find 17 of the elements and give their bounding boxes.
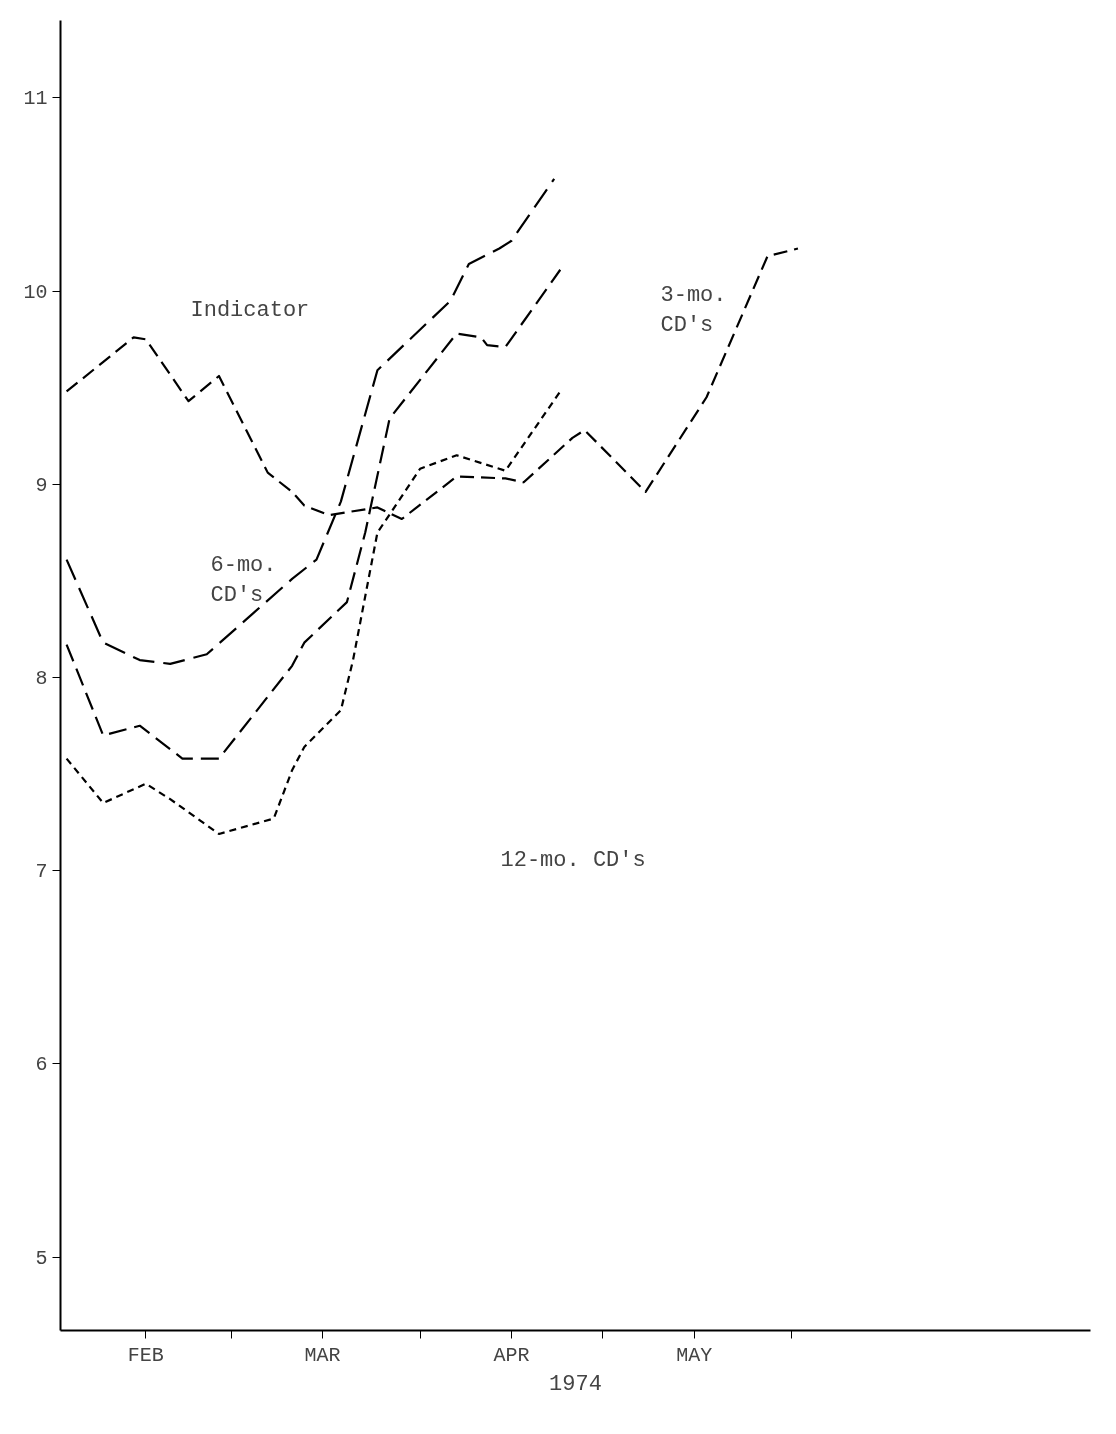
- y-tick-label: 6: [35, 1053, 48, 1077]
- x-tick-label: APR: [493, 1343, 530, 1367]
- y-tick-label: 11: [23, 87, 48, 111]
- y-tick-label: 9: [35, 473, 48, 497]
- line-series: [65, 390, 562, 836]
- y-tick-label: 10: [23, 280, 48, 304]
- annotation: 6-mo. CD's: [210, 553, 277, 608]
- x-tick-label: MAY: [676, 1343, 713, 1367]
- annotation: Indicator: [190, 298, 310, 323]
- annotation: 3-mo. CD's: [660, 283, 727, 338]
- x-tick-label: MAR: [304, 1343, 341, 1367]
- y-tick-label: 8: [35, 666, 48, 690]
- x-tick-label: FEB: [127, 1343, 164, 1367]
- y-tick-label: 5: [35, 1246, 48, 1270]
- y-tick-label: 7: [35, 860, 48, 884]
- x-axis-title: 1974: [549, 1371, 602, 1397]
- annotation: 12-mo. CD's: [500, 848, 646, 873]
